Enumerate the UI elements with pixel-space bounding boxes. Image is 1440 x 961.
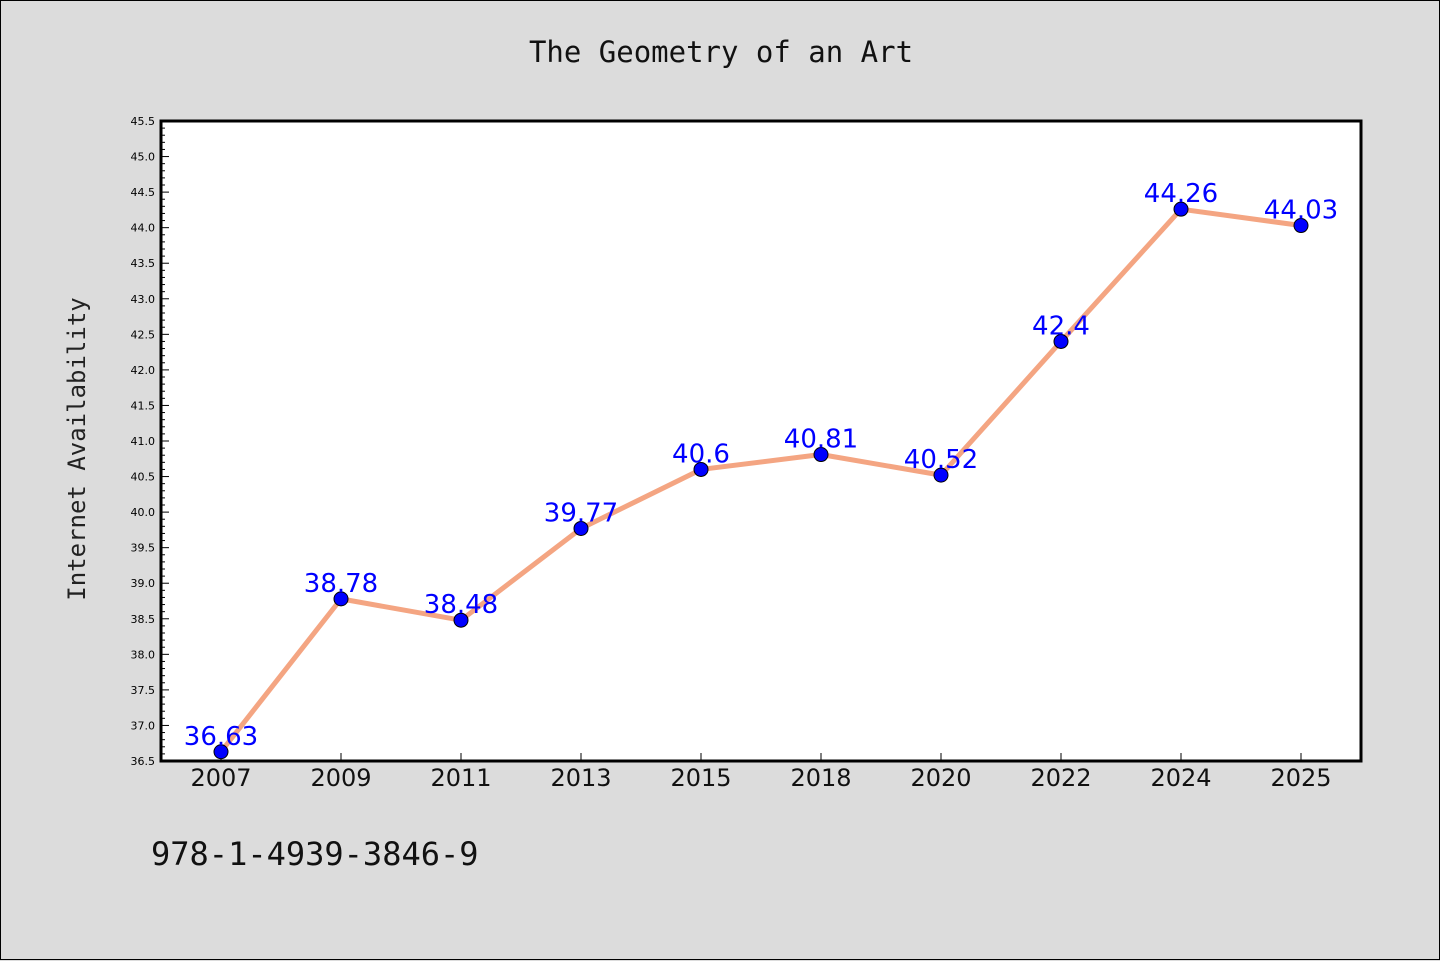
data-point — [213, 744, 229, 760]
data-point — [333, 591, 349, 607]
x-tick-label: 2007 — [190, 764, 251, 792]
y-tick-label: 40.0 — [131, 506, 156, 519]
y-tick-label: 38.0 — [131, 648, 156, 661]
chart-title: The Geometry of an Art — [528, 35, 914, 69]
y-tick-label: 42.0 — [131, 364, 156, 377]
x-tick-label: 2018 — [790, 764, 851, 792]
data-markers — [213, 201, 1309, 760]
data-point — [813, 447, 829, 463]
y-tick-label: 41.5 — [131, 399, 156, 412]
data-label: 44.03 — [1264, 196, 1338, 226]
data-label: 39.77 — [544, 498, 618, 528]
y-tick-label: 41.0 — [131, 435, 156, 448]
data-point — [693, 461, 709, 477]
data-label: 40.6 — [672, 439, 730, 469]
plot-border — [159, 119, 1363, 763]
x-tick-label: 2013 — [550, 764, 611, 792]
x-tick-label: 2024 — [1150, 764, 1211, 792]
isbn-text: 978-1-4939-3846-9 — [151, 835, 479, 873]
y-tick-label: 44.0 — [131, 222, 156, 235]
data-point — [1053, 333, 1069, 349]
data-label: 36.63 — [184, 722, 258, 752]
y-tick-label: 40.5 — [131, 471, 156, 484]
data-point — [1173, 201, 1189, 217]
data-label: 40.81 — [784, 425, 858, 455]
x-tick-label: 2020 — [910, 764, 971, 792]
y-tick-label: 45.0 — [131, 151, 156, 164]
y-tick-label: 42.5 — [131, 328, 156, 341]
plot-area — [161, 121, 1361, 761]
y-tick-label: 44.5 — [131, 186, 156, 199]
data-point — [933, 467, 949, 483]
y-tick-label: 45.5 — [131, 115, 156, 128]
series-line — [218, 206, 1304, 755]
x-tick-label: 2009 — [310, 764, 371, 792]
y-tick-label: 43.5 — [131, 257, 156, 270]
y-tick-label: 38.5 — [131, 613, 156, 626]
data-label: 42.4 — [1032, 311, 1090, 341]
x-tick-label: 2011 — [430, 764, 491, 792]
data-label: 40.52 — [904, 445, 978, 475]
data-labels: 36.63 38.78 38.48 39.77 40.6 40.81 40.52 42.4 44… — [184, 179, 1338, 752]
data-label: 38.78 — [304, 569, 378, 599]
y-tick-label: 36.5 — [131, 755, 156, 768]
y-tick-label: 43.0 — [131, 293, 156, 306]
y-tick-label: 39.0 — [131, 577, 156, 590]
y-tick-label: 37.0 — [131, 719, 156, 732]
x-tick-label: 2015 — [670, 764, 731, 792]
data-point — [1293, 218, 1309, 234]
data-label: 38.48 — [424, 590, 498, 620]
y-tick-label: 37.5 — [131, 684, 156, 697]
data-label: 44.26 — [1144, 179, 1218, 209]
data-point — [573, 520, 589, 536]
data-point — [453, 612, 469, 628]
x-tick-label: 2022 — [1030, 764, 1091, 792]
y-tick-label: 39.5 — [131, 542, 156, 555]
x-tick-label: 2025 — [1270, 764, 1331, 792]
